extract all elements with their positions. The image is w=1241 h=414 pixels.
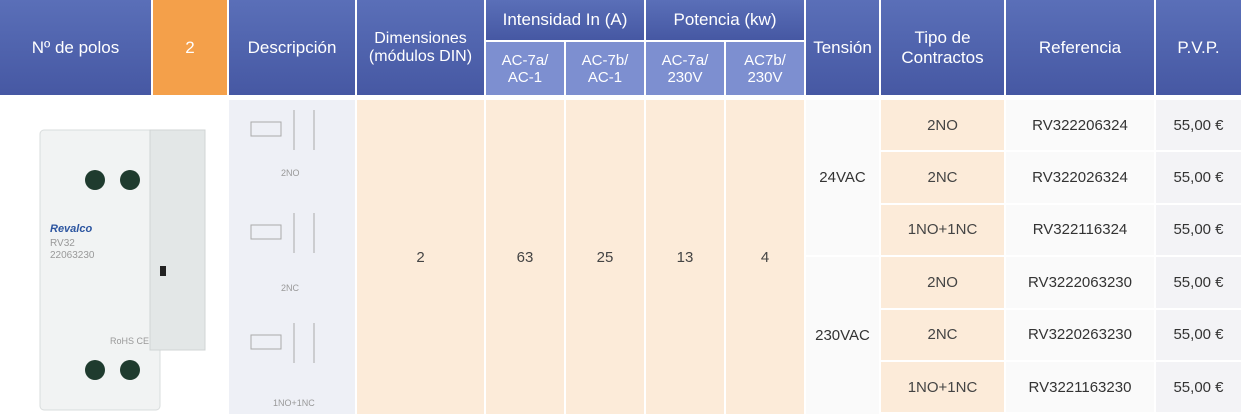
header-cell: 2 — [153, 0, 227, 95]
price-cell: 55,00 € — [1156, 204, 1241, 256]
product-image: Revalco RV32 22063230 RoHS CE — [39, 129, 206, 411]
header-line: AC-7a/ — [501, 51, 549, 69]
reference-cell: RV3220263230 — [1006, 309, 1154, 360]
diagram-label: 2NC — [281, 283, 300, 293]
tension-cell: 24VAC — [806, 100, 879, 255]
header-line: AC-7b/ — [581, 51, 629, 69]
terminal — [120, 170, 140, 190]
price-cell: 55,00 € — [1156, 257, 1241, 308]
reference-cell: RV322026324 — [1006, 152, 1154, 203]
type-cell: 1NO+1NC — [881, 362, 1004, 413]
reference-cell: RV3222063230 — [1006, 257, 1154, 308]
price-cell: 55,00 € — [1156, 152, 1241, 203]
brand: Revalco — [50, 223, 92, 235]
header-cell: P.V.P. — [1156, 0, 1241, 95]
header-cell: Dimensiones (módulos DIN) — [357, 0, 484, 95]
indicator — [160, 266, 166, 276]
price-cell: 55,00 € — [1156, 100, 1241, 151]
spec-cell: 25 — [566, 100, 644, 414]
price-cell: 55,00 € — [1156, 309, 1241, 360]
header-line: AC7b/ — [744, 51, 786, 69]
header-cell: Referencia — [1006, 0, 1154, 95]
spec-cell: 4 — [726, 100, 804, 414]
header-cell: Tipo de Contractos — [881, 0, 1004, 95]
spec-cell: 63 — [486, 100, 564, 414]
header-cell: Tensión — [806, 0, 879, 95]
header-cell: Nº de polos — [0, 0, 151, 95]
subheader-cell: AC7b/230V — [726, 42, 804, 95]
header-line: 230V — [667, 68, 703, 86]
diagram-cell: 2NO 2NC 1NO+1NC — [229, 100, 355, 414]
diagram-label: 1NO+1NC — [273, 398, 315, 408]
type-cell: 2NC — [881, 309, 1004, 360]
terminal — [120, 360, 140, 380]
header-line: AC-1 — [587, 68, 623, 86]
price-cell: 55,00 € — [1156, 362, 1241, 413]
spec-cell: 2 — [357, 100, 484, 414]
spec-cell: 13 — [646, 100, 724, 414]
subheader-cell: AC-7a/AC-1 — [486, 42, 564, 95]
header-line: AC-7a/ — [661, 51, 709, 69]
model: RV32 — [50, 238, 75, 249]
subheader-cell: AC-7a/230V — [646, 42, 724, 95]
terminal — [85, 170, 105, 190]
header-line: 230V — [747, 68, 783, 86]
header-cell: Potencia (kw) — [646, 0, 804, 40]
type-cell: 1NO+1NC — [881, 204, 1004, 256]
type-cell: 2NO — [881, 100, 1004, 151]
marks: RoHS CE — [110, 336, 149, 346]
wiring-diagrams — [250, 110, 315, 363]
reference-cell: RV322206324 — [1006, 100, 1154, 151]
diagram-label: 2NO — [281, 168, 300, 178]
type-cell: 2NC — [881, 152, 1004, 203]
tension-cell: 230VAC — [806, 257, 879, 414]
header-line: Tipo de — [914, 27, 971, 47]
header-line: Dimensiones — [374, 29, 467, 47]
code: 22063230 — [50, 250, 95, 261]
terminal — [85, 360, 105, 380]
reference-cell: RV3221163230 — [1006, 362, 1154, 413]
header-line: Contractos — [901, 47, 984, 67]
header-cell: Descripción — [229, 0, 355, 95]
device-side — [149, 129, 206, 351]
subheader-cell: AC-7b/AC-1 — [566, 42, 644, 95]
header-cell: Intensidad In (A) — [486, 0, 644, 40]
type-cell: 2NO — [881, 257, 1004, 308]
reference-cell: RV322116324 — [1006, 204, 1154, 256]
header-line: AC-1 — [507, 68, 543, 86]
header-line: (módulos DIN) — [368, 47, 473, 65]
